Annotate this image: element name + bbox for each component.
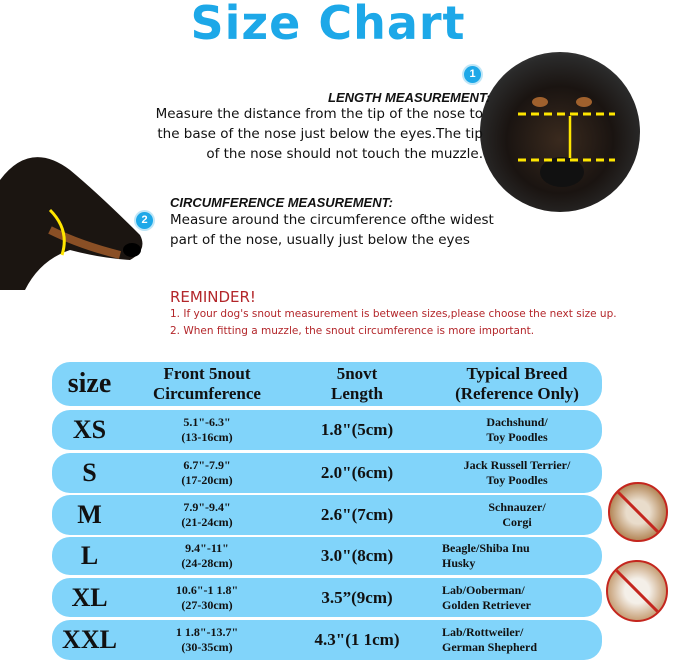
circumference-instructions: Measure around the circumference ofthe w… [170, 212, 494, 248]
circumference-cell: 6.7"-7.9" (17-20cm) [181, 458, 233, 487]
reminder-item: 2. When fitting a muzzle, the snout circ… [170, 325, 535, 337]
size-cell: S [82, 458, 97, 487]
header-circumference: Front 5nout Circumference [153, 364, 261, 403]
circumference-cell: 5.1"-6.3" (13-16cm) [181, 415, 233, 444]
table-row: XL 10.6"-1 1.8" (27-30cm) 3.5”(9cm) Lab/O… [52, 578, 602, 617]
step-1-badge: 1 [464, 66, 481, 83]
length-heading: LENGTH MEASUREMENT: [328, 90, 491, 105]
size-cell: XL [71, 582, 108, 612]
size-cell: M [77, 500, 102, 529]
breed-cell: Jack Russell Terrier/Toy Poodles [463, 458, 571, 487]
table-row: XS 5.1"-6.3" (13-16cm) 1.8"(5cm) Dachshun… [52, 410, 602, 450]
reminder-heading: REMINDER! [170, 288, 256, 306]
circumference-cell: 7.9"-9.4" (21-24cm) [181, 500, 233, 529]
reminder-section: REMINDER! 1. If your dog's snout measure… [170, 288, 617, 340]
length-cell: 3.0"(8cm) [320, 546, 394, 565]
header-size: size [67, 368, 112, 399]
size-cell: XS [72, 415, 107, 444]
table-header: size Front 5nout Circumference 5novt Lengt… [52, 362, 602, 406]
page-title: Size Chart [190, 0, 466, 50]
length-instructions: Measure the distance from the tip of the… [155, 106, 483, 162]
length-cell: 4.3"(1 1cm) [314, 630, 400, 649]
circumference-cell: 9.4"-11" (24-28cm) [181, 541, 233, 570]
circumference-cell: 10.6"-1 1.8" (27-30cm) [175, 582, 239, 612]
muzzled-bulldog-photo [608, 482, 668, 542]
reminder-item: 1. If your dog's snout measurement is be… [170, 308, 617, 320]
length-cell: 1.8"(5cm) [320, 420, 394, 439]
table-row: XXL 1 1.8"-13.7" (30-35cm) 4.3"(1 1cm) La… [52, 620, 602, 660]
breed-cell: Schnauzer/Corgi [488, 500, 546, 529]
muzzled-shihtzu-photo [606, 560, 668, 622]
step-2-badge: 2 [136, 212, 153, 229]
header-breed: Typical Breed (Reference Only) [455, 364, 579, 403]
doberman-front-photo [480, 52, 640, 212]
circumference-heading: CIRCUMFERENCE MEASUREMENT: [170, 195, 393, 210]
circumference-cell: 1 1.8"-13.7" (30-35cm) [175, 625, 239, 654]
breed-cell: Dachshund/Toy Poodles [486, 415, 548, 444]
breed-cell: Lab/Ooberman/Golden Retriever [442, 582, 531, 612]
table-row: M 7.9"-9.4" (21-24cm) 2.6"(7cm) Schnauzer… [52, 495, 602, 535]
doberman-side-photo [0, 140, 150, 290]
table-row: S 6.7"-7.9" (17-20cm) 2.0"(6cm) Jack Russ… [52, 453, 602, 493]
length-cell: 3.5”(9cm) [321, 587, 393, 607]
size-cell: XXL [62, 625, 117, 654]
breed-cell: Beagle/Shiba Inu Husky [442, 541, 530, 570]
table-row: L 9.4"-11" (24-28cm) 3.0"(8cm) Beagle/Shi… [52, 537, 602, 575]
header-length: 5novt Length [331, 364, 383, 403]
breed-cell: Lab/Rottweiler/German Shepherd [442, 625, 538, 654]
length-cell: 2.0"(6cm) [320, 463, 394, 482]
length-cell: 2.6"(7cm) [320, 505, 394, 524]
size-cell: L [80, 541, 99, 570]
length-guide-lines [518, 97, 615, 187]
